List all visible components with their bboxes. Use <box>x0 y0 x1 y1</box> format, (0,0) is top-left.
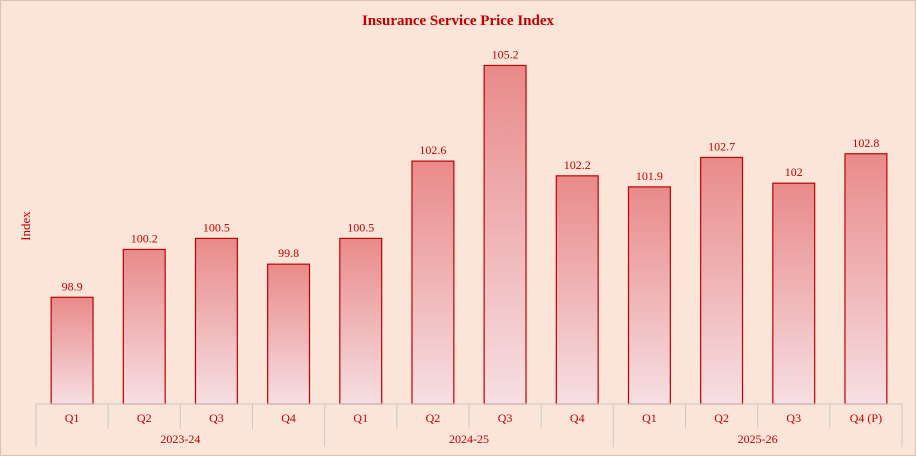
data-label-8: 102.2 <box>564 158 591 172</box>
bar-5 <box>339 237 383 405</box>
bar-11 <box>772 182 816 405</box>
bar-10 <box>700 156 744 405</box>
data-label-7: 105.2 <box>492 47 519 61</box>
category-label-5: Q1 <box>353 411 368 425</box>
category-label-1: Q1 <box>65 411 80 425</box>
category-label-2: Q2 <box>137 411 152 425</box>
bar-9 <box>627 186 671 405</box>
category-label-3: Q3 <box>209 411 224 425</box>
data-label-3: 100.5 <box>203 220 230 234</box>
bar-4 <box>267 263 311 405</box>
bars-layer <box>50 64 888 405</box>
data-label-2: 100.2 <box>131 231 158 245</box>
data-label-6: 102.6 <box>419 143 446 157</box>
chart-title: Insurance Service Price Index <box>362 13 555 29</box>
data-label-10: 102.7 <box>708 139 735 153</box>
group-label-3: 2025-26 <box>738 432 778 446</box>
category-axis: Q1 Q2 Q3 Q4 Q1 Q2 Q3 Q4 Q1 Q2 Q3 Q4 (P) 2023-24 2024-… <box>35 403 903 447</box>
category-label-12: Q4 (P) <box>850 411 882 425</box>
group-label-2: 2024-25 <box>449 432 489 446</box>
bar-8 <box>555 175 599 405</box>
data-label-11: 102 <box>785 165 803 179</box>
category-label-9: Q1 <box>642 411 657 425</box>
data-labels-layer: 98.9 100.2 100.5 99.8 100.5 102.6 105.2 102.2 10… <box>62 47 880 293</box>
group-label-1: 2023-24 <box>160 432 200 446</box>
data-label-5: 100.5 <box>347 220 374 234</box>
bar-7 <box>483 64 527 405</box>
bar-6 <box>411 160 455 405</box>
y-axis-label: Index <box>18 211 33 241</box>
bar-2 <box>122 248 166 405</box>
category-label-10: Q2 <box>714 411 729 425</box>
category-label-4: Q4 <box>281 411 296 425</box>
category-label-11: Q3 <box>786 411 801 425</box>
bar-12 <box>844 153 888 405</box>
data-label-4: 99.8 <box>278 246 299 260</box>
data-label-12: 102.8 <box>852 136 879 150</box>
data-label-1: 98.9 <box>62 279 83 293</box>
category-label-6: Q2 <box>426 411 441 425</box>
category-label-8: Q4 <box>570 411 585 425</box>
category-label-7: Q3 <box>498 411 513 425</box>
bar-1 <box>50 296 94 405</box>
bar-3 <box>194 237 238 405</box>
data-label-9: 101.9 <box>636 169 663 183</box>
